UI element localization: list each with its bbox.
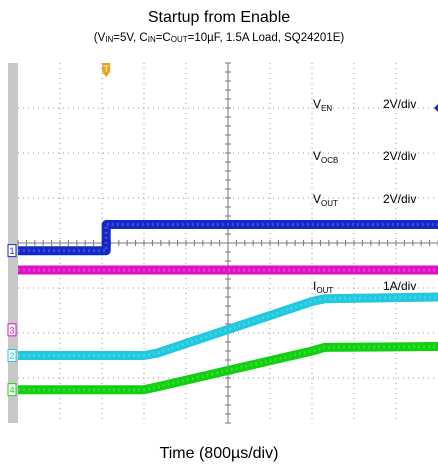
trace-noise-vout <box>18 295 438 357</box>
channel-number: 3 <box>9 325 14 335</box>
trace-vout <box>18 292 438 360</box>
trace-label-vout: VOUT <box>313 192 338 208</box>
trace-label-vocb: VOCB <box>313 149 338 165</box>
trace-iout <box>18 342 438 395</box>
trace-label-iout: IOUT <box>313 279 333 295</box>
trace-noise-ven <box>18 223 438 253</box>
channel-marker-box <box>7 383 17 397</box>
channel-number: 1 <box>9 246 14 256</box>
channel-marker-4: 4 <box>7 383 17 397</box>
x-axis-label: Time (800µs/div) <box>159 445 279 462</box>
channel-marker-box <box>7 349 17 362</box>
trace-label-ven: VEN <box>313 97 332 113</box>
channel-markers: 1 3 2 4 T <box>7 63 111 397</box>
trigger-marker-shape <box>102 63 111 77</box>
trace-scale-ven: 2V/div <box>383 97 416 111</box>
channel-marker-box <box>7 244 17 258</box>
trace-labels: VEN 2V/div VOCB 2V/div VOUT 2V/div IOUT 1A/div <box>313 97 438 295</box>
channel-marker-box <box>7 323 17 337</box>
left-margin-bar <box>8 63 18 423</box>
traces <box>18 220 438 395</box>
trigger-marker-label: T <box>103 64 109 74</box>
trigger-marker: T <box>102 63 111 77</box>
trace-scale-vocb: 2V/div <box>383 149 416 163</box>
chart-title: Startup from Enable <box>147 9 291 26</box>
channel-number: 4 <box>9 385 14 395</box>
trace-ven <box>18 220 438 256</box>
chart-subtitle: (VIN=5V, CIN=COUT=10µF, 1.5A Load, SQ242… <box>93 32 345 44</box>
channel-marker-3: 3 <box>7 323 17 337</box>
ven-right-marker-icon <box>434 104 438 112</box>
channel-number: 2 <box>9 351 14 361</box>
channel-marker-1: 1 <box>7 244 17 258</box>
trace-scale-iout: 1A/div <box>383 279 416 293</box>
channel-marker-2: 2 <box>7 349 17 362</box>
trace-noise-iout <box>18 345 438 392</box>
trace-scale-vout: 2V/div <box>383 192 416 206</box>
